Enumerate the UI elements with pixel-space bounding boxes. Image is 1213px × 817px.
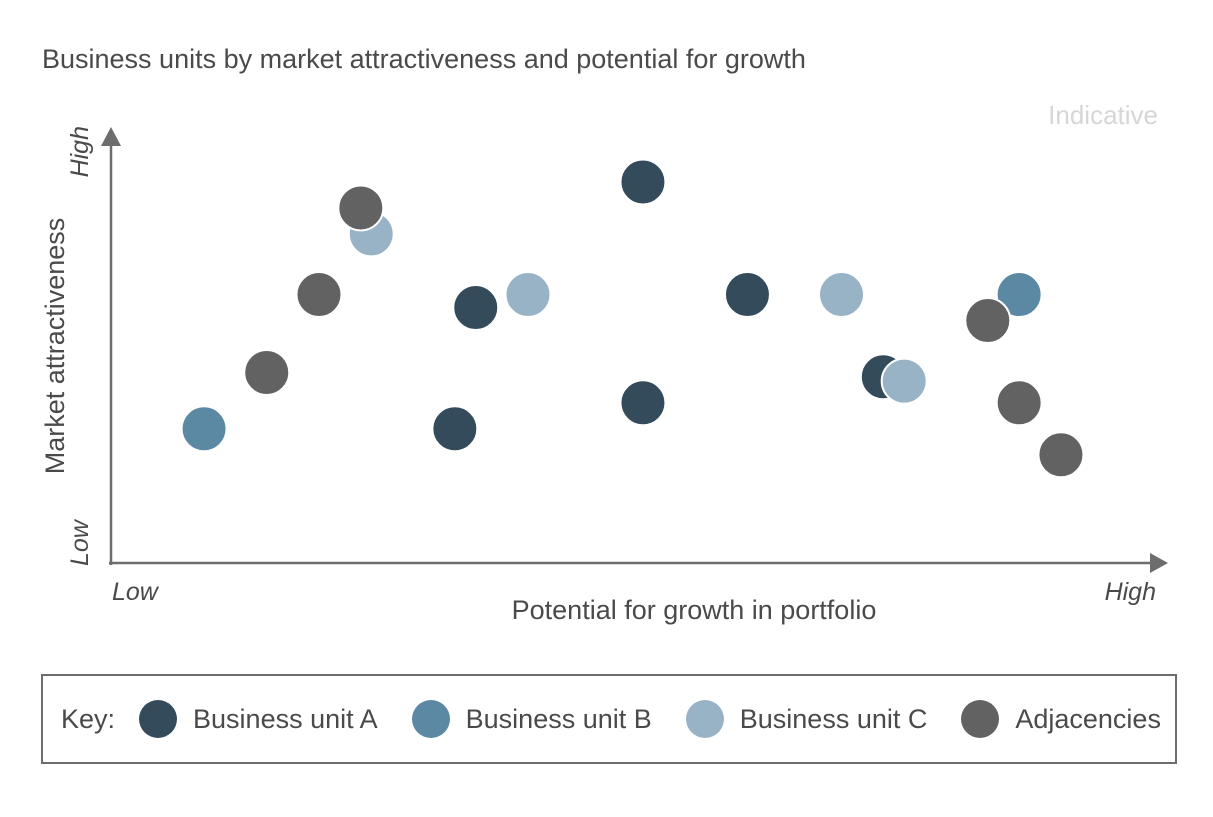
x-low-label: Low [112, 578, 160, 606]
legend-swatch-business-unit-b [411, 700, 450, 738]
legend-label-adjacencies: Adjacencies [1015, 703, 1161, 734]
point-business-unit-c-3 [818, 271, 865, 319]
legend-label-business-unit-c: Business unit C [739, 703, 928, 734]
point-business-unit-b-2 [995, 271, 1043, 319]
point-adjacencies-6 [1037, 431, 1085, 479]
point-adjacencies-1 [243, 348, 291, 396]
y-axis-title: Market attractiveness [40, 218, 70, 475]
axes [101, 127, 1168, 573]
point-business-unit-a-4 [619, 158, 667, 206]
x-axis-title: Potential for growth in portfolio [512, 595, 877, 625]
point-business-unit-c-2 [504, 271, 552, 319]
legend-item-business-unit-a: Business unit A [139, 700, 378, 738]
point-adjacencies-4 [964, 297, 1012, 345]
point-business-unit-a-3 [619, 379, 667, 427]
legend-item-adjacencies: Adjacencies [961, 700, 1161, 738]
chart-title: Business units by market attractiveness … [42, 44, 806, 74]
x-high-label: High [1105, 578, 1156, 606]
point-business-unit-c-4 [880, 357, 928, 405]
data-points [180, 158, 1085, 479]
point-business-unit-a-1 [431, 405, 479, 453]
legend-item-business-unit-c: Business unit C [685, 700, 928, 738]
point-business-unit-a-2 [452, 284, 500, 332]
legend-key-label: Key: [61, 703, 116, 734]
legend-swatch-adjacencies [961, 700, 1000, 738]
legend-swatch-business-unit-c [685, 700, 724, 738]
legend-item-business-unit-b: Business unit B [411, 700, 652, 738]
indicative-label: Indicative [1048, 100, 1158, 130]
legend-swatch-business-unit-a [139, 700, 178, 738]
y-axis-arrow [101, 127, 121, 146]
scatter-plot: Low High Potential for growth in portfol… [40, 126, 1168, 625]
point-adjacencies-3 [337, 184, 385, 232]
point-business-unit-a-5 [723, 271, 771, 319]
x-axis-arrow [1150, 553, 1168, 573]
y-high-label: High [66, 126, 94, 177]
legend: Key: Business unit A Business unit B Bus… [41, 674, 1177, 764]
point-adjacencies-5 [995, 379, 1043, 427]
legend-label-business-unit-b: Business unit B [465, 703, 652, 734]
legend-label-business-unit-a: Business unit A [193, 703, 378, 734]
point-adjacencies-2 [295, 271, 343, 319]
y-low-label: Low [66, 518, 94, 566]
point-business-unit-b-1 [180, 405, 228, 453]
